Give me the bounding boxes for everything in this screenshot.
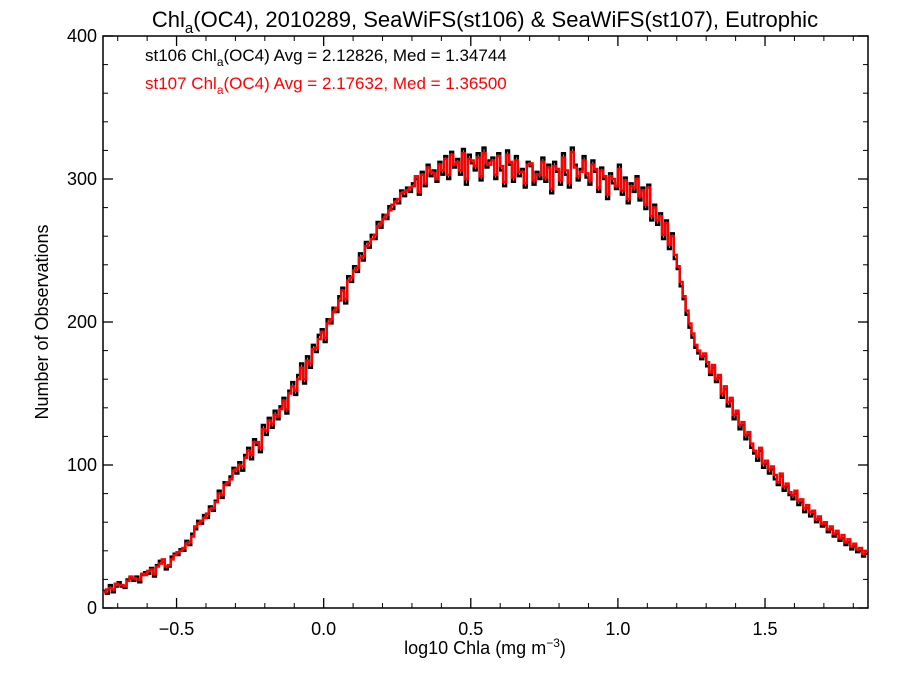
legend-entry-st107: st107 Chla(OC4) Avg = 2.17632, Med = 1.3… xyxy=(145,74,507,97)
y-tick-label: 300 xyxy=(67,169,97,189)
x-tick-label: 1.5 xyxy=(753,619,778,639)
x-tick-label: 0.0 xyxy=(311,619,336,639)
chart-title-suffix: (OC4), 2010289, SeaWiFS(st106) & SeaWiFS… xyxy=(193,7,818,32)
chart-title: Chla(OC4), 2010289, SeaWiFS(st106) & Sea… xyxy=(152,7,818,37)
chart-title-subscript: a xyxy=(185,20,194,37)
y-axis-label: Number of Observations xyxy=(32,224,52,419)
histogram-line-st106 xyxy=(103,146,868,595)
series-layer xyxy=(103,146,868,595)
x-axis-label: log10 Chla (mg m−3) xyxy=(404,636,566,658)
histogram-line-st107 xyxy=(103,150,868,594)
y-tick-labels: 0 100 200 300 400 xyxy=(67,26,97,618)
legend-st107-prefix: st107 Chl xyxy=(145,74,217,93)
plot-frame xyxy=(102,35,869,609)
y-tick-label: 200 xyxy=(67,312,97,332)
legend-st106-prefix: st106 Chl xyxy=(145,46,217,65)
axis-ticks xyxy=(103,35,868,609)
legend-st106-subscript: a xyxy=(217,55,224,69)
legend-st107-suffix: (OC4) Avg = 2.17632, Med = 1.36500 xyxy=(224,74,507,93)
x-axis-label-superscript: −3 xyxy=(546,636,560,650)
legend-entry-st106: st106 Chla(OC4) Avg = 2.12826, Med = 1.3… xyxy=(145,46,507,69)
x-axis-label-main: log10 Chla (mg m xyxy=(404,638,546,658)
legend-st107-subscript: a xyxy=(217,83,224,97)
y-tick-label: 400 xyxy=(67,26,97,46)
legend-st106-suffix: (OC4) Avg = 2.12826, Med = 1.34744 xyxy=(224,46,507,65)
series-st107 xyxy=(103,150,868,594)
x-tick-labels: −0.5 0.0 0.5 1.0 1.5 xyxy=(159,619,778,639)
series-st106 xyxy=(103,146,868,595)
x-axis-label-close: ) xyxy=(560,638,566,658)
x-tick-label: 0.5 xyxy=(458,619,483,639)
y-tick-label: 100 xyxy=(67,455,97,475)
x-tick-label: −0.5 xyxy=(159,619,195,639)
x-tick-label: 1.0 xyxy=(605,619,630,639)
chart-title-prefix: Chl xyxy=(152,7,185,32)
y-tick-label: 0 xyxy=(87,598,97,618)
